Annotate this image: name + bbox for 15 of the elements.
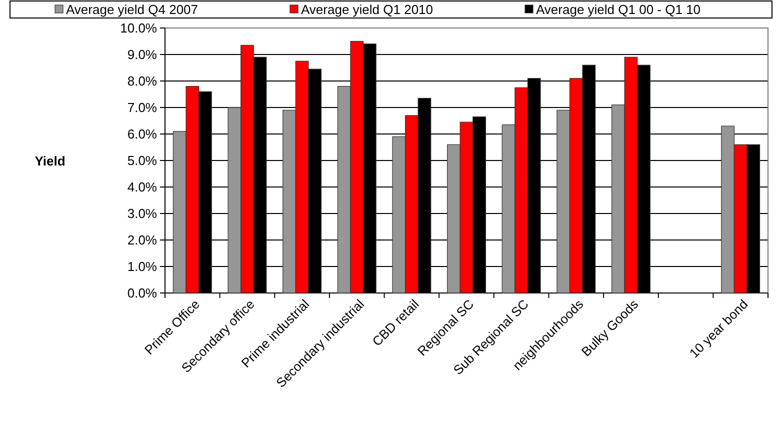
y-tick-label: 0.0% [127,286,158,301]
y-tick-label: 4.0% [127,180,158,195]
y-tick-label: 2.0% [127,232,158,248]
y-axis-title: Yield [34,154,66,168]
y-tick-label: 9.0% [127,47,158,62]
y-tick-label: 8.0% [127,74,158,89]
legend-label: Average yield Q1 2010 [301,2,434,17]
y-tick-label: 5.0% [127,153,158,168]
y-tick-label: 3.0% [127,206,158,222]
y-tick-label: 10.0% [120,20,158,36]
y-tick-label: 7.0% [127,100,158,116]
legend-label: Average yield Q1 00 - Q1 10 [536,2,701,17]
y-tick-label: 1.0% [127,259,158,274]
legend-label: Average yield Q4 2007 [66,2,198,17]
y-tick-label: 6.0% [127,126,158,142]
